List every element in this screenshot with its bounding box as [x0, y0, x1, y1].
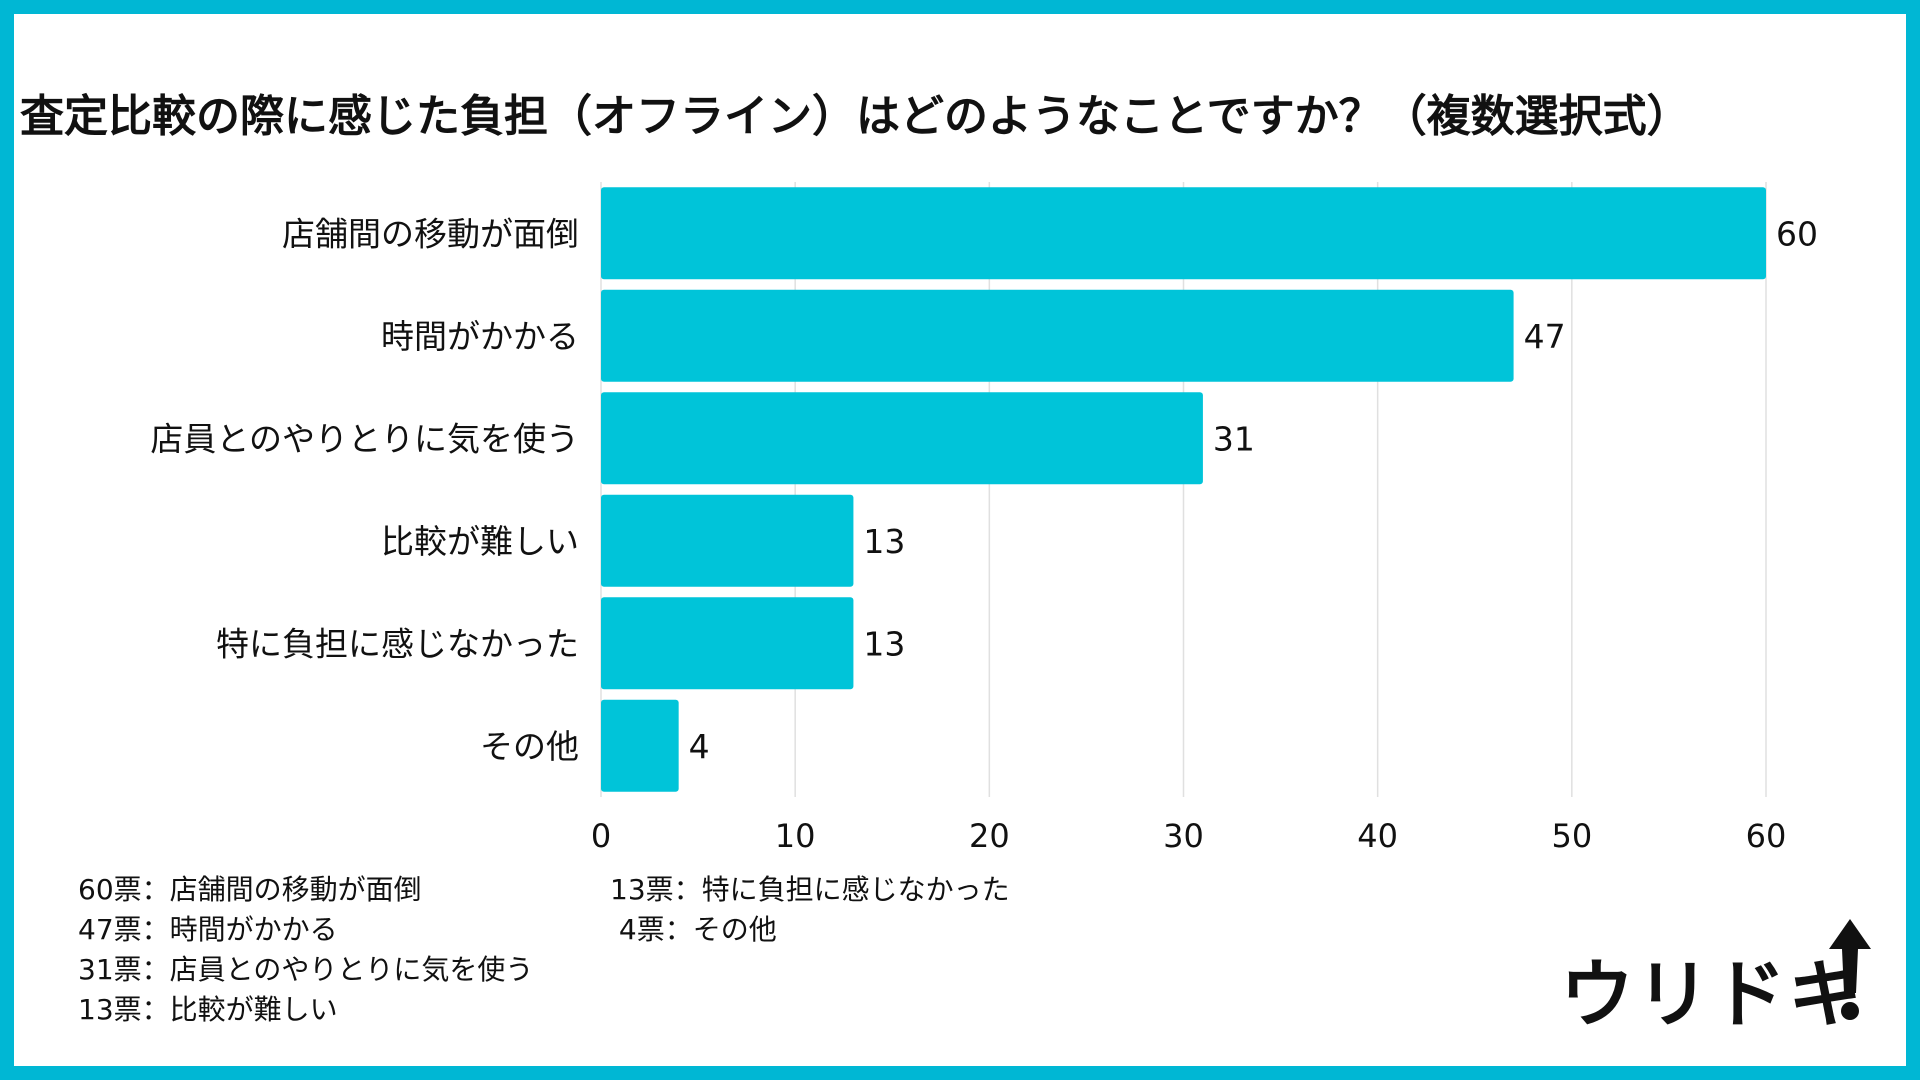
grid-lines	[600, 182, 1767, 797]
bars	[601, 187, 1766, 792]
category-label: 時間がかかる	[381, 317, 579, 356]
x-tick-label: 10	[775, 817, 816, 855]
legend-item: 4票：その他	[610, 913, 777, 946]
legend-item: 31票：店員とのやりとりに気を使う	[78, 953, 534, 986]
legend-item: 13票：特に負担に感じなかった	[610, 873, 1010, 906]
value-label: 31	[1213, 419, 1255, 458]
bar	[601, 289, 1514, 382]
legend-right: 13票：特に負担に感じなかった 4票：その他	[610, 870, 1010, 950]
category-label: 店舗間の移動が面倒	[282, 214, 579, 253]
category-label: 比較が難しい	[381, 522, 579, 561]
category-label: その他	[480, 727, 579, 766]
value-label: 47	[1524, 317, 1566, 356]
chart-title: 査定比較の際に感じた負担（オフライン）はどのようなことですか？（複数選択式）	[20, 91, 1691, 142]
value-label: 13	[863, 624, 905, 663]
value-label: 60	[1776, 214, 1818, 253]
category-labels: 店舗間の移動が面倒時間がかかる店員とのやりとりに気を使う比較が難しい特に負担に感…	[150, 214, 579, 766]
legend-left: 60票：店舗間の移動が面倒 47票：時間がかかる 31票：店員とのやりとりに気を…	[78, 870, 533, 1030]
bar	[601, 597, 854, 690]
value-labels: 60 47 31 13 13 4	[689, 214, 1818, 766]
bar	[601, 494, 854, 587]
bar-chart: 店舗間の移動が面倒時間がかかる店員とのやりとりに気を使う比較が難しい特に負担に感…	[150, 182, 1818, 855]
x-tick-label: 30	[1163, 817, 1204, 855]
value-label: 4	[689, 727, 710, 766]
x-tick-label: 40	[1357, 817, 1398, 855]
category-label: 店員とのやりとりに気を使う	[150, 419, 579, 458]
x-tick-label: 50	[1551, 817, 1592, 855]
bar	[601, 392, 1203, 485]
logo-text: ウリドキ	[1560, 952, 1864, 1038]
x-tick-label: 60	[1746, 817, 1787, 855]
legend-item: 47票：時間がかかる	[78, 913, 338, 946]
bar	[601, 187, 1766, 280]
x-tick-label: 20	[969, 817, 1010, 855]
value-label: 13	[863, 522, 905, 561]
legend-item: 60票：店舗間の移動が面倒	[78, 873, 422, 906]
category-label: 特に負担に感じなかった	[216, 624, 579, 663]
x-tick-label: 0	[591, 817, 611, 855]
uridoki-logo: ウリドキ	[1560, 915, 1880, 1038]
legend-item: 13票：比較が難しい	[78, 993, 338, 1026]
x-tick-labels: 0 10 20 30 40 50 60	[591, 817, 1787, 855]
bar	[601, 699, 679, 792]
up-arrow-icon	[1829, 919, 1871, 1020]
